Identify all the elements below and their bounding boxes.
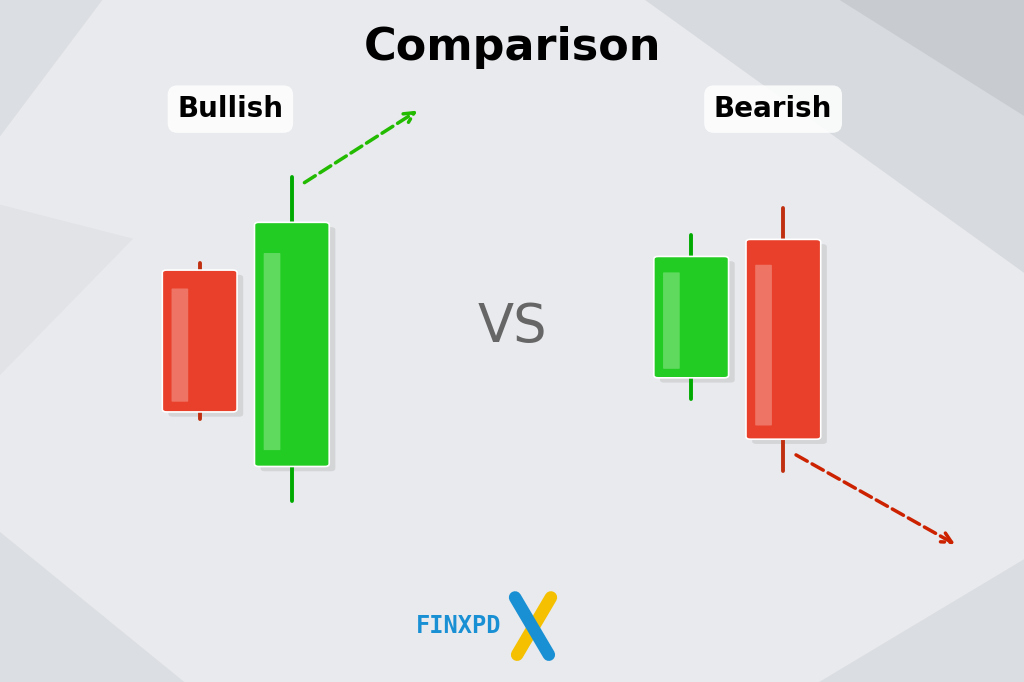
FancyBboxPatch shape [756,265,772,426]
Polygon shape [819,559,1024,682]
FancyBboxPatch shape [664,272,680,369]
FancyBboxPatch shape [254,222,329,466]
Polygon shape [0,205,133,375]
Polygon shape [0,532,184,682]
FancyBboxPatch shape [660,261,735,383]
FancyBboxPatch shape [752,244,827,444]
Text: Bearish: Bearish [714,95,833,123]
Text: Comparison: Comparison [364,26,660,70]
FancyBboxPatch shape [654,256,729,378]
Text: FINXPD: FINXPD [417,614,502,638]
FancyBboxPatch shape [263,253,281,450]
Polygon shape [0,0,102,136]
Polygon shape [840,0,1024,116]
FancyBboxPatch shape [168,275,244,417]
Text: VS: VS [477,301,547,353]
Text: Bullish: Bullish [177,95,284,123]
FancyBboxPatch shape [745,239,821,439]
Polygon shape [645,0,1024,273]
FancyBboxPatch shape [172,288,188,402]
FancyBboxPatch shape [162,270,238,412]
FancyBboxPatch shape [260,227,335,471]
